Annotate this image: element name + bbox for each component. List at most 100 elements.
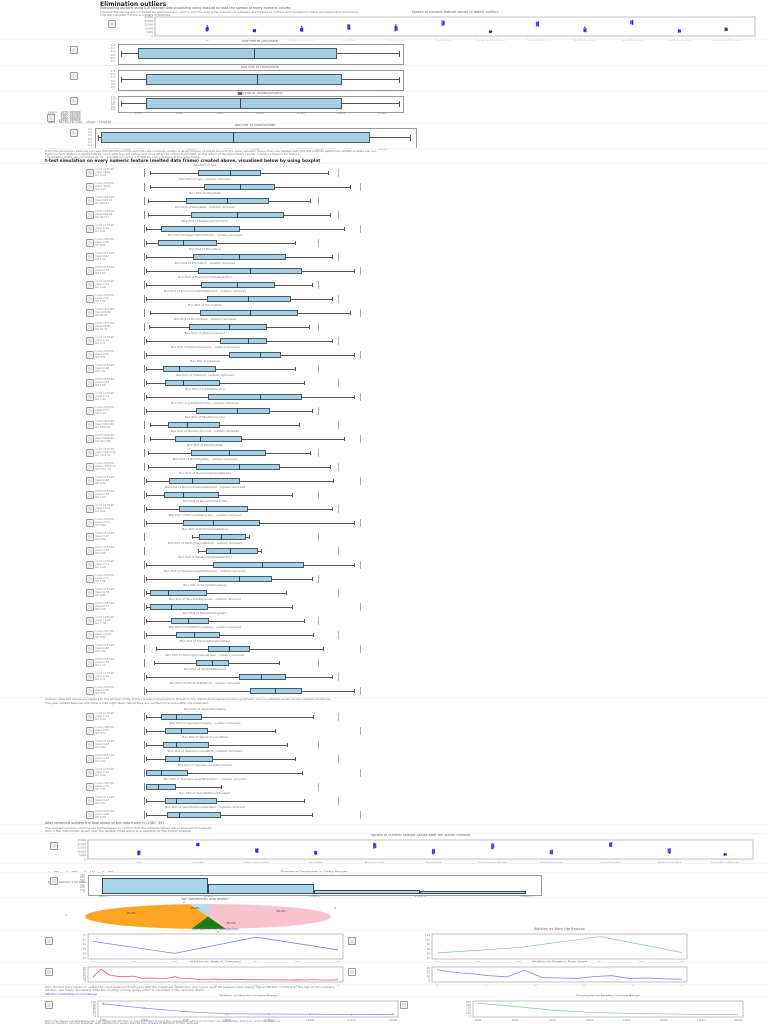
cell-toggle-icon[interactable] xyxy=(86,393,94,401)
cell-toggle-icon[interactable] xyxy=(86,183,94,191)
row-stat-line: count 1363.00 xyxy=(95,782,114,785)
pie-category-label: 1 xyxy=(65,912,67,917)
cell-toggle-icon[interactable] xyxy=(400,1001,408,1009)
cell-toggle-icon[interactable] xyxy=(86,631,94,639)
cell-toggle-icon[interactable] xyxy=(86,755,94,763)
whisker-cap-low xyxy=(146,576,147,581)
whisker-line xyxy=(146,242,296,244)
cell-toggle-icon[interactable] xyxy=(45,968,53,976)
cell-toggle-icon[interactable] xyxy=(86,421,94,429)
median-line xyxy=(274,687,276,694)
cell-toggle-icon[interactable] xyxy=(47,114,55,122)
cell-toggle-icon[interactable] xyxy=(86,811,94,819)
cell-toggle-icon[interactable] xyxy=(86,225,94,233)
median-line xyxy=(229,449,230,456)
x-tick-label: 7500 xyxy=(216,111,223,115)
cell-toggle-icon[interactable] xyxy=(86,267,94,275)
cell-toggle-icon[interactable] xyxy=(86,533,94,541)
cell-toggle-icon[interactable] xyxy=(86,575,94,583)
row-stat-line: std 1.08 xyxy=(95,580,106,583)
cell-toggle-icon[interactable] xyxy=(86,379,94,387)
row-stat-line: mean 0.79 xyxy=(95,591,109,594)
cell-toggle-icon[interactable] xyxy=(86,673,94,681)
boxplot-row-title: Box Plot of TrainingTimesLastYear - outl… xyxy=(165,653,245,657)
cell-toggle-icon[interactable] xyxy=(50,877,58,885)
cell-toggle-icon[interactable] xyxy=(86,659,94,667)
cell-toggle-icon[interactable] xyxy=(348,968,356,976)
cell-toggle-icon[interactable] xyxy=(86,365,94,373)
cell-toggle-icon[interactable] xyxy=(86,561,94,569)
whisker-cap-high xyxy=(330,464,331,469)
cell-toggle-icon[interactable] xyxy=(86,169,94,177)
row-stat-line: mean 2.06 xyxy=(95,367,109,370)
row-axis-line xyxy=(144,574,145,583)
cell-toggle-icon[interactable] xyxy=(70,72,78,80)
cell-toggle-icon[interactable] xyxy=(86,547,94,555)
row-stat-line: mean 2.76 xyxy=(95,689,109,692)
cell-toggle-icon[interactable] xyxy=(86,519,94,527)
row-stat-line: std 20.33 xyxy=(95,328,108,331)
median-line xyxy=(240,98,241,109)
cell-toggle-icon[interactable] xyxy=(86,463,94,471)
median-line xyxy=(237,281,238,288)
cell-toggle-icon[interactable] xyxy=(86,407,94,415)
row-frame-edge xyxy=(360,350,361,359)
cell-toggle-icon[interactable] xyxy=(86,309,94,317)
row-stat-line: std 1.09 xyxy=(95,300,106,303)
cell-toggle-icon[interactable] xyxy=(86,491,94,499)
row-stats: count 1470.00 mean 14313.10 std 7117.79 xyxy=(95,462,141,471)
cell-toggle-icon[interactable] xyxy=(45,1001,53,1009)
cell-toggle-icon[interactable] xyxy=(108,20,116,28)
cell-toggle-icon[interactable] xyxy=(86,741,94,749)
cell-toggle-icon[interactable] xyxy=(86,589,94,597)
svg-text:0: 0 xyxy=(428,979,430,983)
cell-toggle-icon[interactable] xyxy=(86,337,94,345)
cell-toggle-icon[interactable] xyxy=(86,449,94,457)
cell-toggle-icon[interactable] xyxy=(86,797,94,805)
cell-toggle-icon[interactable] xyxy=(348,937,356,945)
cell-toggle-icon[interactable] xyxy=(86,351,94,359)
cell-toggle-icon[interactable] xyxy=(70,129,78,137)
figure-title: Attrition by Job Satisfaction xyxy=(192,927,239,931)
cell-toggle-icon[interactable] xyxy=(86,645,94,653)
whisker-cap-low xyxy=(150,310,151,315)
row-frame-edge xyxy=(318,196,319,205)
cell-toggle-icon[interactable] xyxy=(86,477,94,485)
boxplot-row-title: Box Plot of MonthlyRate xyxy=(187,443,223,447)
cell-toggle-icon[interactable] xyxy=(86,505,94,513)
cell-toggle-icon[interactable] xyxy=(86,295,94,303)
cell-toggle-icon[interactable] xyxy=(86,687,94,695)
cell-toggle-icon[interactable] xyxy=(86,435,94,443)
cell-toggle-icon[interactable] xyxy=(86,713,94,721)
cell-toggle-icon[interactable] xyxy=(86,617,94,625)
cell-toggle-icon[interactable] xyxy=(86,323,94,331)
cell-toggle-icon[interactable] xyxy=(86,603,94,611)
cell-separator xyxy=(0,996,768,997)
cell-toggle-icon[interactable] xyxy=(86,783,94,791)
row-axis-line xyxy=(144,602,145,611)
bottom-para-link[interactable]: Attrition vs Monthly Income Range xyxy=(45,991,97,996)
cell-toggle-icon[interactable] xyxy=(86,197,94,205)
row-frame-edge xyxy=(318,364,319,373)
cell-toggle-icon[interactable] xyxy=(50,842,58,850)
cell-toggle-icon[interactable] xyxy=(70,97,78,105)
cell-toggle-icon[interactable] xyxy=(86,281,94,289)
cell-toggle-icon[interactable] xyxy=(86,239,94,247)
cell-toggle-icon[interactable] xyxy=(70,46,78,54)
cell-toggle-icon[interactable] xyxy=(86,769,94,777)
cell-toggle-icon[interactable] xyxy=(86,211,94,219)
box xyxy=(179,505,249,512)
box xyxy=(162,365,216,372)
row-stat-line: mean 2.72 xyxy=(95,297,109,300)
whisker-line xyxy=(146,814,313,816)
mid-note-line-1: Outliers detected above are capped to th… xyxy=(45,697,332,701)
cell-toggle-icon[interactable] xyxy=(45,937,53,945)
cell-toggle-icon[interactable] xyxy=(86,727,94,735)
cell-toggle-icon[interactable] xyxy=(86,253,94,261)
whisker-cap-low xyxy=(147,464,149,469)
median-line xyxy=(229,323,230,330)
box xyxy=(146,98,343,109)
svg-text:20: 20 xyxy=(427,969,431,973)
row-stats: count 1470.00 mean 2.73 std 0.71 xyxy=(95,336,141,345)
